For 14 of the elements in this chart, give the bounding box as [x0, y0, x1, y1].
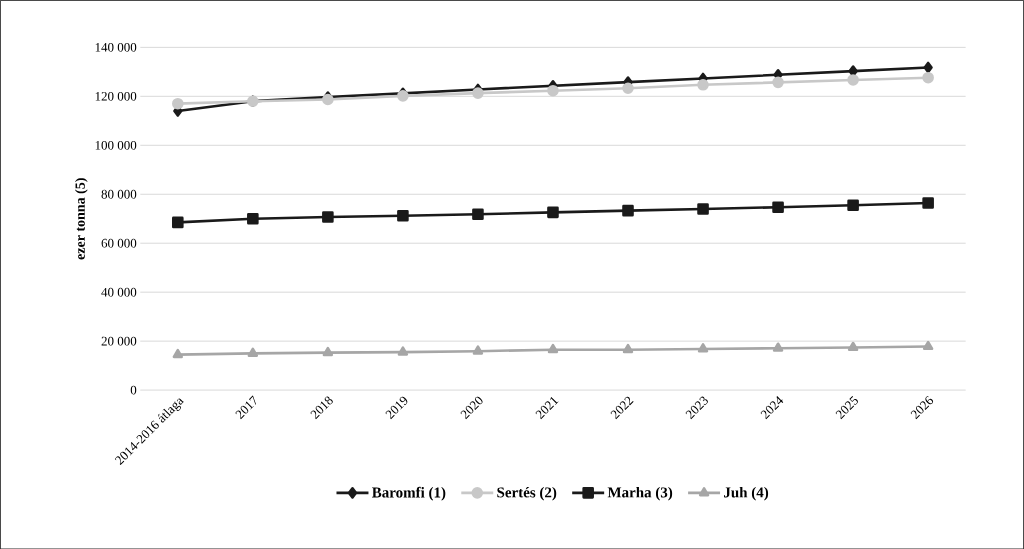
legend-label: Juh (4) [724, 486, 769, 501]
legend-label: Marha (3) [607, 486, 673, 501]
y-tick-label: 80 000 [101, 189, 137, 199]
y-tick-label: 100 000 [95, 140, 137, 150]
y-axis-title: ezer tonna (5) [74, 177, 88, 260]
y-tick-label: 40 000 [101, 287, 137, 297]
legend-label: Sertés (2) [497, 486, 557, 501]
y-tick-label: 140 000 [95, 42, 137, 52]
x-tick-label: 2021 [535, 396, 559, 419]
y-tick-label: 60 000 [101, 238, 137, 248]
y-tick-label: 20 000 [101, 336, 137, 346]
legend-label: Baromfi (1) [372, 486, 446, 501]
y-tick-label: 120 000 [95, 91, 137, 101]
y-tick-label: 0 [130, 385, 137, 395]
